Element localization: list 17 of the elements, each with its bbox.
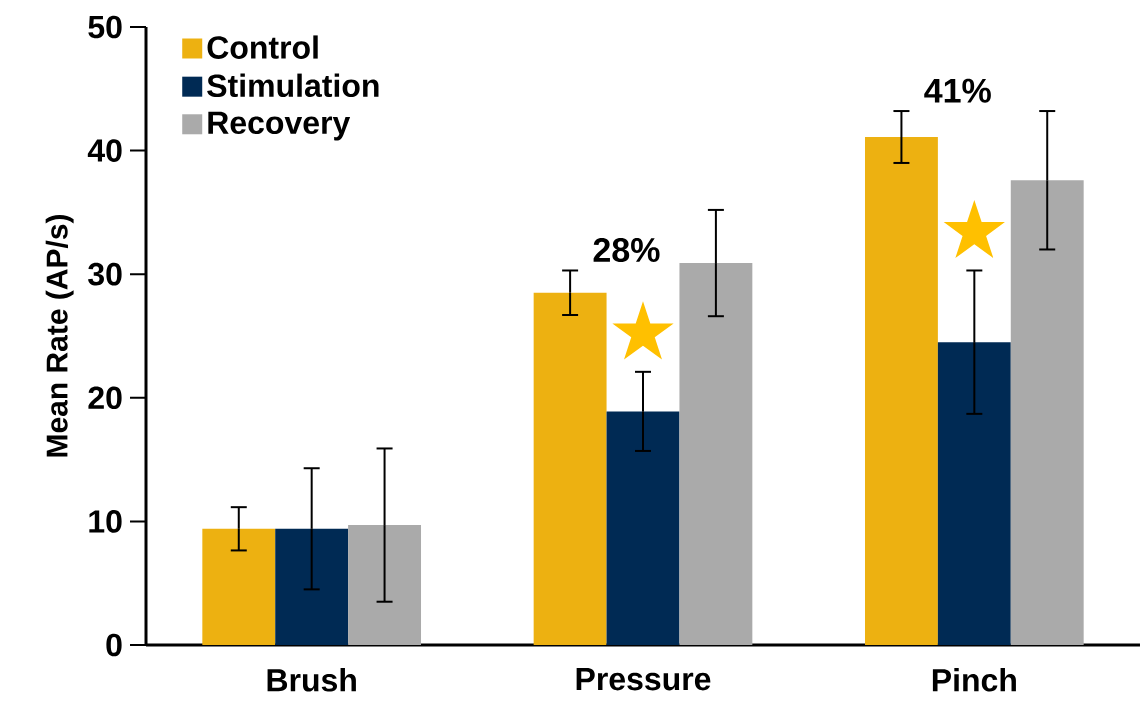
- legend-label: Recovery: [208, 111, 351, 141]
- y-tick-label: 50: [88, 15, 122, 39]
- y-tick-label: 0: [106, 633, 122, 657]
- annotation: 28%: [593, 238, 660, 263]
- x-tick-label: Pressure: [576, 668, 711, 691]
- annotation: ★: [943, 199, 1005, 259]
- legend-label: Stimulation: [207, 73, 379, 98]
- y-tick-label: 20: [88, 386, 122, 410]
- y-tick-label: 10: [89, 510, 122, 533]
- legend-label: Control: [207, 35, 318, 59]
- annotation: 41%: [924, 78, 991, 103]
- annotation: ★: [612, 301, 674, 360]
- y-axis-title: Mean Rate (AP/s): [45, 215, 74, 457]
- y-tick-label: 40: [87, 139, 122, 162]
- y-tick-label: 30: [88, 262, 122, 286]
- x-tick-label: Pinch: [932, 668, 1016, 692]
- x-tick-label: Brush: [267, 668, 356, 692]
